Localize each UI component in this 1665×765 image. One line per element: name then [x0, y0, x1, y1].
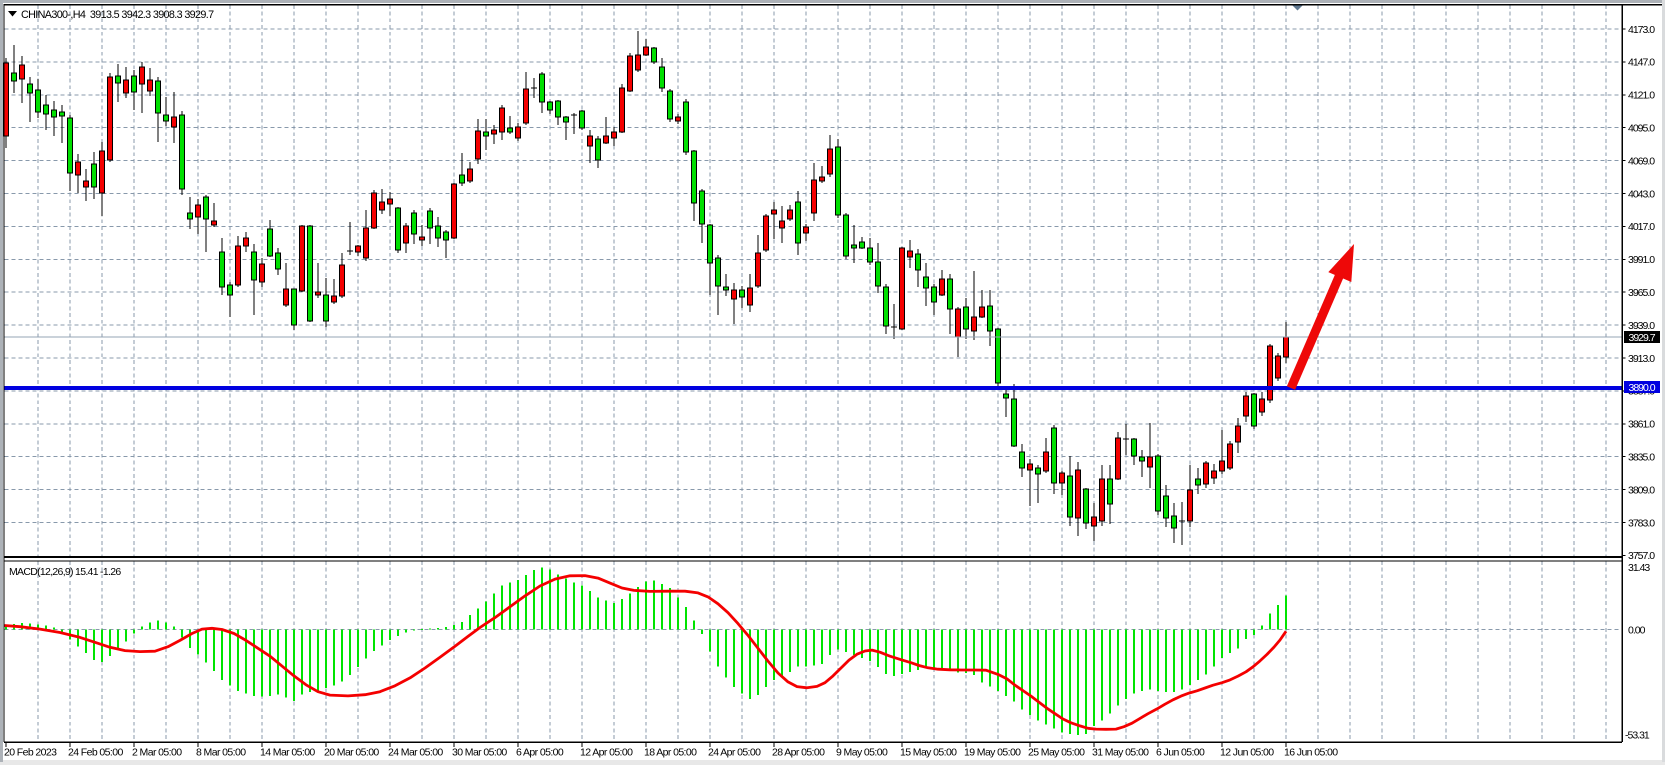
svg-text:3757.0: 3757.0: [1628, 550, 1655, 562]
svg-text:31 May 05:00: 31 May 05:00: [1092, 747, 1149, 759]
svg-text:14 Mar 05:00: 14 Mar 05:00: [260, 747, 315, 759]
svg-text:24 Apr 05:00: 24 Apr 05:00: [708, 747, 761, 759]
svg-text:4121.0: 4121.0: [1628, 90, 1655, 102]
svg-text:3991.0: 3991.0: [1628, 254, 1655, 266]
svg-text:6 Jun 05:00: 6 Jun 05:00: [1156, 747, 1205, 759]
svg-text:12 Apr 05:00: 12 Apr 05:00: [580, 747, 633, 759]
svg-text:18 Apr 05:00: 18 Apr 05:00: [644, 747, 697, 759]
svg-text:CHINA300-,H4 3913.5 3942.3 39: CHINA300-,H4 3913.5 3942.3 3908.3 3929.7: [21, 9, 214, 21]
svg-text:0.00: 0.00: [1628, 624, 1646, 636]
svg-text:25 May 05:00: 25 May 05:00: [1028, 747, 1085, 759]
svg-text:3890.0: 3890.0: [1629, 382, 1656, 394]
svg-text:24 Mar 05:00: 24 Mar 05:00: [388, 747, 443, 759]
svg-text:4043.0: 4043.0: [1628, 188, 1655, 200]
svg-text:6 Apr 05:00: 6 Apr 05:00: [516, 747, 564, 759]
svg-text:16 Jun 05:00: 16 Jun 05:00: [1284, 747, 1338, 759]
svg-text:4173.0: 4173.0: [1628, 24, 1655, 36]
svg-text:4069.0: 4069.0: [1628, 155, 1655, 167]
svg-text:9 May 05:00: 9 May 05:00: [836, 747, 888, 759]
svg-text:28 Apr 05:00: 28 Apr 05:00: [772, 747, 825, 759]
svg-text:8 Mar 05:00: 8 Mar 05:00: [196, 747, 246, 759]
svg-text:30 Mar 05:00: 30 Mar 05:00: [452, 747, 507, 759]
svg-text:3965.0: 3965.0: [1628, 287, 1655, 299]
svg-text:20 Mar 05:00: 20 Mar 05:00: [324, 747, 379, 759]
svg-text:MACD(12,26,9) 15.41 -1.26: MACD(12,26,9) 15.41 -1.26: [9, 566, 121, 578]
svg-text:2 Mar 05:00: 2 Mar 05:00: [132, 747, 182, 759]
svg-text:4147.0: 4147.0: [1628, 57, 1655, 69]
svg-text:3939.0: 3939.0: [1628, 320, 1655, 332]
svg-text:15 May 05:00: 15 May 05:00: [900, 747, 957, 759]
svg-text:-53.31: -53.31: [1625, 730, 1650, 742]
svg-text:3783.0: 3783.0: [1628, 517, 1655, 529]
svg-text:19 May 05:00: 19 May 05:00: [964, 747, 1021, 759]
svg-text:24 Feb 05:00: 24 Feb 05:00: [68, 747, 123, 759]
svg-text:12 Jun 05:00: 12 Jun 05:00: [1220, 747, 1274, 759]
svg-text:4095.0: 4095.0: [1628, 123, 1655, 135]
svg-text:3861.0: 3861.0: [1628, 419, 1655, 431]
svg-text:4017.0: 4017.0: [1628, 221, 1655, 233]
svg-text:3913.0: 3913.0: [1628, 353, 1655, 365]
svg-text:20 Feb 2023: 20 Feb 2023: [4, 747, 57, 759]
svg-text:31.43: 31.43: [1628, 562, 1650, 574]
svg-text:3929.7: 3929.7: [1629, 332, 1656, 344]
svg-text:3835.0: 3835.0: [1628, 452, 1655, 464]
svg-text:3809.0: 3809.0: [1628, 484, 1655, 496]
